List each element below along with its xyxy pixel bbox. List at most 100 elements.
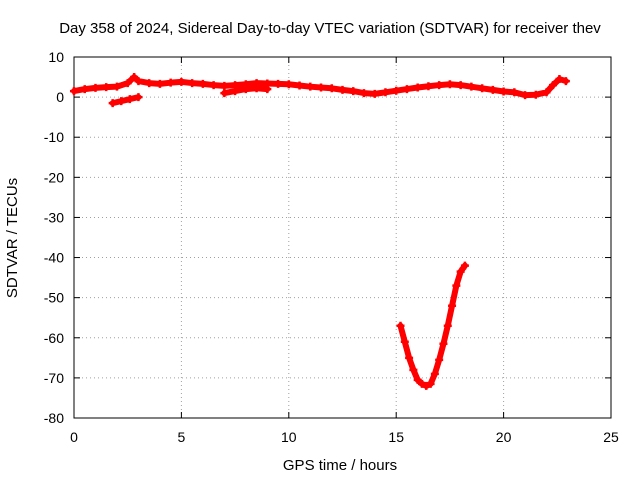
data-point [396, 321, 405, 330]
data-point [145, 79, 154, 88]
data-point [426, 379, 435, 388]
data-point [349, 87, 358, 96]
data-point [456, 81, 465, 90]
data-point [220, 89, 229, 98]
data-point [405, 353, 414, 362]
data-point [359, 89, 368, 98]
y-tick-label: -80 [44, 410, 64, 426]
data-point [542, 88, 551, 97]
data-point [424, 82, 433, 91]
data-point [209, 81, 218, 90]
data-point [130, 73, 139, 82]
data-point [306, 82, 315, 91]
data-point [400, 337, 409, 346]
data-point [460, 261, 469, 270]
data-point [134, 77, 143, 86]
data-point [166, 78, 175, 87]
x-tick-label: 25 [603, 429, 619, 445]
x-tick-label: 0 [70, 429, 78, 445]
data-point [381, 88, 390, 97]
data-point [338, 85, 347, 94]
series-layer [70, 73, 570, 390]
data-point [155, 79, 164, 88]
data-point [413, 375, 422, 384]
data-point [284, 80, 293, 89]
data-point [80, 85, 89, 94]
series-1 [70, 73, 570, 100]
data-point [177, 77, 186, 86]
data-point [488, 85, 497, 94]
data-point [435, 81, 444, 90]
x-tick-label: 20 [496, 429, 512, 445]
data-point [252, 84, 261, 93]
data-point [555, 75, 564, 84]
data-point [241, 85, 250, 94]
grid [74, 57, 611, 418]
x-tick-label: 10 [281, 429, 297, 445]
data-point [467, 82, 476, 91]
x-tick-label: 5 [178, 429, 186, 445]
data-point [417, 379, 426, 388]
series-3 [220, 84, 272, 98]
y-tick-label: -50 [44, 290, 64, 306]
data-point [123, 79, 132, 88]
y-tick-label: -10 [44, 129, 64, 145]
data-point [220, 81, 229, 90]
y-axis-label: SDTVAR / TECUs [4, 178, 21, 298]
data-point [231, 87, 240, 96]
data-point [435, 355, 444, 364]
data-point [125, 95, 134, 104]
data-point [499, 87, 508, 96]
y-tick-label: 10 [48, 49, 64, 65]
plot-frame [73, 56, 612, 419]
data-point [295, 81, 304, 90]
data-point [549, 81, 558, 90]
data-point [430, 369, 439, 378]
series-4 [396, 261, 469, 390]
y-tick-label: -20 [44, 169, 64, 185]
data-point [117, 97, 126, 106]
data-point [134, 93, 143, 102]
data-point [102, 83, 111, 92]
chart-title: Day 358 of 2024, Sidereal Day-to-day VTE… [59, 20, 601, 37]
y-tick-label: 0 [56, 89, 64, 105]
data-point [445, 80, 454, 89]
y-tick-label: -40 [44, 250, 64, 266]
data-point [510, 88, 519, 97]
data-point [409, 365, 418, 374]
data-point [108, 99, 117, 108]
data-point [274, 79, 283, 88]
data-point [443, 321, 452, 330]
data-point [531, 90, 540, 99]
series-2 [108, 93, 143, 108]
data-point [422, 381, 431, 390]
series-line [109, 94, 142, 107]
data-point [439, 339, 448, 348]
data-point [521, 91, 530, 100]
y-tick-label: -30 [44, 209, 64, 225]
data-point [413, 83, 422, 92]
data-point [402, 85, 411, 94]
x-tick-label: 15 [388, 429, 404, 445]
series-line [397, 262, 468, 389]
data-point [327, 84, 336, 93]
data-point [478, 84, 487, 93]
data-point [188, 79, 197, 88]
data-point [263, 85, 272, 94]
data-point [112, 82, 121, 91]
data-point [91, 83, 100, 92]
data-point [70, 87, 78, 96]
x-axis: 0 5 10 15 20 25 [70, 57, 619, 445]
data-point [452, 281, 461, 290]
data-point [198, 79, 207, 88]
y-axis: 10 0 -10 -20 -30 -40 -50 -60 -70 -80 [44, 49, 611, 426]
y-tick-label: -60 [44, 330, 64, 346]
data-point [317, 83, 326, 92]
data-point [392, 86, 401, 95]
data-point [456, 267, 465, 276]
x-axis-label: GPS time / hours [283, 457, 397, 474]
data-point [370, 89, 379, 98]
data-point [561, 77, 570, 86]
y-tick-label: -70 [44, 370, 64, 386]
